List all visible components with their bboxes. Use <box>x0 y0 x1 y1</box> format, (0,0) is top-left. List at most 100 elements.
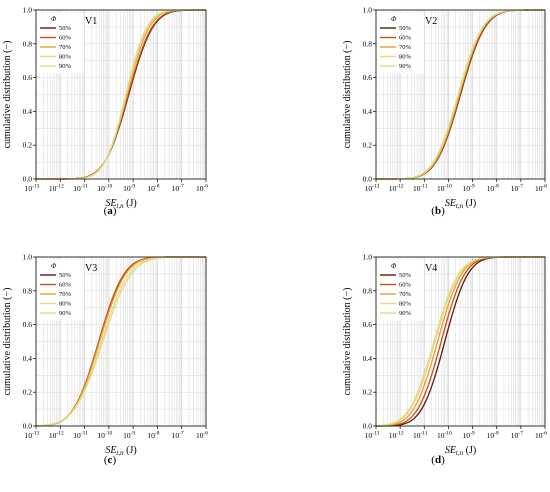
x-tick-label: 10-8 <box>487 431 499 441</box>
x-axis-label: SEt,n (J) <box>445 445 476 457</box>
y-tick-label: 1.0 <box>363 6 373 15</box>
panel-caption: (a) <box>104 205 117 217</box>
x-axis-label: SEt,n (J) <box>105 198 136 210</box>
legend: Φ50% 60% 70% 80% 90% <box>378 259 424 321</box>
chart-panel-v1: 10-13 10-12 10-11 10-10 10-9 10-8 10-7 10-6 0.0 0… <box>2 6 208 218</box>
x-tick-label: 10-13 <box>25 431 40 441</box>
x-tick-label: 10-6 <box>196 431 208 441</box>
panel-caption: (c) <box>104 454 117 466</box>
y-tick-label: 0.8 <box>23 286 33 295</box>
x-tick-label: 10-11 <box>73 184 88 194</box>
x-tick-label: 10-10 <box>97 431 112 441</box>
legend-entry: 80% <box>399 301 412 308</box>
x-tick-label: 10-11 <box>73 431 88 441</box>
y-tick-label: 0.4 <box>363 107 373 116</box>
legend-entry: 80% <box>399 54 412 61</box>
y-tick-label: 0.0 <box>363 175 373 184</box>
x-tick-label: 10-7 <box>172 431 184 441</box>
y-tick-label: 0.0 <box>23 175 33 184</box>
x-tick-label: 10-7 <box>511 184 523 194</box>
legend-title: Φ <box>51 15 57 23</box>
x-axis-label: SEt,n (J) <box>445 198 476 210</box>
x-tick-label: 10-9 <box>123 431 135 441</box>
y-tick-label: 0.8 <box>363 39 373 48</box>
x-tick-label: 10-13 <box>25 184 40 194</box>
x-tick-label: 10-9 <box>463 184 475 194</box>
y-tick-label: 1.0 <box>23 6 33 15</box>
x-tick-label: 10-12 <box>389 184 404 194</box>
x-tick-label: 10-12 <box>49 431 64 441</box>
legend: Φ50% 60% 70% 80% 90% <box>38 12 84 74</box>
plot-frame <box>375 256 546 427</box>
legend-title: Φ <box>391 15 397 23</box>
y-tick-label: 1.0 <box>23 253 33 262</box>
x-tick-label: 10-11 <box>413 184 428 194</box>
legend-box <box>378 12 424 74</box>
legend-entry: 70% <box>59 44 72 51</box>
x-tick-label: 10-9 <box>123 184 135 194</box>
plot-frame <box>35 256 207 427</box>
y-tick-label: 0.4 <box>23 107 33 116</box>
chart-panel-v4: 10-13 10-12 10-11 10-10 10-9 10-8 10-7 10-6 0.0 0… <box>342 253 547 467</box>
x-tick-label: 10-6 <box>535 184 547 194</box>
y-axis-label: cumulative distribution (−) <box>342 41 353 149</box>
legend-entry: 60% <box>59 35 72 42</box>
x-tick-label: 10-12 <box>49 184 64 194</box>
panel-caption: (d) <box>431 454 445 466</box>
x-tick-label: 10-7 <box>511 431 523 441</box>
x-axis-label: SEt,n (J) <box>105 445 136 457</box>
plot-frame <box>375 9 546 180</box>
y-axis-label: cumulative distribution (−) <box>2 288 13 396</box>
x-tick-label: 10-6 <box>196 184 208 194</box>
legend-entry: 90% <box>399 310 412 317</box>
x-tick-label: 10-10 <box>437 431 452 441</box>
legend-entry: 50% <box>59 272 72 279</box>
x-tick-label: 10-10 <box>437 184 452 194</box>
legend-entry: 60% <box>399 35 412 42</box>
x-tick-label: 10-13 <box>365 184 380 194</box>
x-tick-label: 10-8 <box>147 184 159 194</box>
legend-entry: 90% <box>399 63 412 70</box>
y-tick-label: 0.6 <box>363 73 373 82</box>
legend-entry: 90% <box>59 310 72 317</box>
legend-entry: 50% <box>399 25 412 32</box>
y-tick-label: 0.0 <box>363 422 373 431</box>
legend-box <box>38 259 84 321</box>
legend-entry: 60% <box>399 282 412 289</box>
x-tick-label: 10-12 <box>389 431 404 441</box>
legend-box <box>378 259 424 321</box>
chart-panel-v2: 10-13 10-12 10-11 10-10 10-9 10-8 10-7 10-6 0.0 0… <box>342 6 547 218</box>
chart-panel-v3: 10-13 10-12 10-11 10-10 10-9 10-8 10-7 10-6 0.0 0… <box>2 253 208 467</box>
legend-entry: 50% <box>399 272 412 279</box>
legend-entry: 70% <box>59 291 72 298</box>
y-axis-label: cumulative distribution (−) <box>342 288 353 396</box>
y-tick-label: 0.2 <box>23 388 33 397</box>
x-tick-label: 10-13 <box>365 431 380 441</box>
y-tick-label: 0.0 <box>23 422 33 431</box>
panel-caption: (b) <box>431 205 445 217</box>
y-axis-label: cumulative distribution (−) <box>2 41 13 149</box>
panel-name: V3 <box>85 263 97 274</box>
x-tick-label: 10-11 <box>413 431 428 441</box>
legend: Φ50% 60% 70% 80% 90% <box>38 259 84 321</box>
y-tick-label: 0.8 <box>363 286 373 295</box>
legend-entry: 70% <box>399 291 412 298</box>
panel-name: V1 <box>85 16 97 27</box>
y-tick-label: 0.2 <box>363 388 373 397</box>
panel-name: V4 <box>425 263 437 274</box>
legend-title: Φ <box>51 262 57 270</box>
legend-entry: 50% <box>59 25 72 32</box>
x-tick-label: 10-8 <box>147 431 159 441</box>
y-tick-label: 0.6 <box>23 320 33 329</box>
x-tick-label: 10-10 <box>97 184 112 194</box>
legend-entry: 60% <box>59 282 72 289</box>
legend-entry: 80% <box>59 301 72 308</box>
legend: Φ50% 60% 70% 80% 90% <box>378 12 424 74</box>
y-tick-label: 0.2 <box>23 141 33 150</box>
y-tick-label: 0.6 <box>363 320 373 329</box>
legend-title: Φ <box>391 262 397 270</box>
legend-box <box>38 12 84 74</box>
y-tick-label: 0.6 <box>23 73 33 82</box>
y-tick-label: 0.4 <box>363 354 373 363</box>
